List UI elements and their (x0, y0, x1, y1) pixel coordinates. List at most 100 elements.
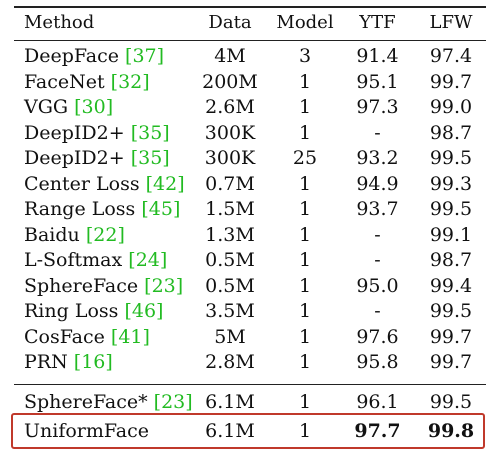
ytf-cell: 97.7 (354, 419, 401, 442)
model-cell: 3 (298, 45, 312, 67)
method-cell: DeepID2+ [35] (24, 146, 170, 171)
model-cell: 1 (298, 300, 312, 322)
citation-link[interactable]: [23] (153, 391, 193, 413)
citation-link[interactable]: [23] (144, 274, 184, 297)
data-cell: 5M (214, 325, 246, 348)
top-rule (14, 6, 486, 8)
citation-number[interactable]: 46 (131, 300, 157, 322)
citation-number[interactable]: 23 (161, 391, 186, 413)
header-ytf: YTF (359, 12, 396, 33)
citation-link[interactable]: [30] (74, 96, 114, 118)
data-cell: 0.5M (205, 249, 255, 271)
method-name: SphereFace (24, 274, 139, 297)
citation-link[interactable]: [42] (145, 172, 185, 195)
method-name: L-Softmax (24, 249, 123, 271)
citation-number[interactable]: 30 (81, 96, 106, 118)
method-name: VGG (24, 96, 69, 118)
table-row: DeepID2+ [35] 300K 1 - 98.7 (0, 121, 500, 146)
uniformface-highlight-box (11, 413, 485, 449)
table-row: Range Loss [45] 1.5M 1 93.7 99.5 (0, 197, 500, 222)
citation-link[interactable]: [41] (110, 325, 150, 348)
table-row: CosFace [41] 5M 1 97.6 99.7 (0, 325, 500, 350)
header-model: Model (276, 12, 334, 33)
citation-number[interactable]: 35 (138, 147, 163, 169)
lfw-cell: 99.7 (429, 351, 473, 373)
data-cell: 4M (214, 45, 246, 67)
method-name: Baidu (24, 223, 80, 246)
citation-link[interactable]: [37] (125, 45, 165, 67)
model-cell: 1 (298, 223, 312, 246)
citation-number[interactable]: 35 (138, 121, 163, 144)
citation-number[interactable]: 37 (132, 45, 157, 67)
table-row: UniformFace 6.1M 1 97.7 99.8 (0, 419, 500, 444)
lfw-cell: 99.5 (429, 300, 473, 322)
data-cell: 2.8M (205, 351, 255, 373)
method-cell: UniformFace (24, 419, 149, 444)
model-cell: 1 (298, 351, 312, 373)
citation-number[interactable]: 23 (151, 274, 176, 297)
table-row: DeepID2+ [35] 300K 25 93.2 99.5 (0, 146, 500, 171)
ytf-cell: - (374, 249, 381, 271)
citation-number[interactable]: 16 (81, 351, 106, 373)
citation-link[interactable]: [16] (73, 351, 113, 373)
model-cell: 1 (298, 249, 312, 271)
citation-link[interactable]: [22] (85, 223, 125, 246)
method-name: Ring Loss (24, 300, 119, 322)
method-name: CosFace (24, 325, 105, 348)
citation-number[interactable]: 32 (118, 70, 143, 93)
method-cell: SphereFace [23] (24, 274, 183, 299)
lfw-cell: 99.8 (427, 419, 475, 442)
citation-number[interactable]: 24 (135, 249, 160, 271)
data-cell: 0.5M (205, 274, 255, 297)
lfw-cell: 98.7 (429, 121, 473, 144)
lfw-cell: 99.1 (429, 223, 473, 246)
ytf-cell: 96.1 (356, 391, 399, 413)
lfw-cell: 99.4 (429, 274, 473, 297)
data-cell: 300K (204, 121, 256, 144)
table-row: L-Softmax [24] 0.5M 1 - 98.7 (0, 248, 500, 273)
lfw-cell: 98.7 (429, 249, 473, 271)
header-method: Method (24, 12, 95, 33)
data-cell: 6.1M (205, 419, 255, 442)
ytf-cell: 93.2 (356, 147, 399, 169)
model-cell: 1 (298, 274, 312, 297)
model-cell: 1 (298, 121, 312, 144)
data-cell: 2.6M (205, 96, 255, 118)
method-name: DeepFace (24, 45, 119, 67)
citation-link[interactable]: [24] (128, 249, 168, 271)
data-cell: 1.3M (205, 223, 255, 246)
ytf-cell: 93.7 (356, 198, 399, 220)
method-name: Range Loss (24, 198, 136, 220)
lfw-cell: 99.5 (429, 147, 473, 169)
method-name: PRN (24, 351, 68, 373)
lfw-cell: 99.7 (429, 70, 473, 93)
table-row: DeepFace [37] 4M 3 91.4 97.4 (0, 44, 500, 69)
ytf-cell: - (374, 300, 381, 322)
citation-link[interactable]: [32] (110, 70, 150, 93)
table-row: Center Loss [42] 0.7M 1 94.9 99.3 (0, 172, 500, 197)
header-rule (14, 40, 486, 41)
data-cell: 0.7M (205, 172, 255, 195)
method-name: FaceNet (24, 70, 105, 93)
lfw-cell: 99.3 (429, 172, 473, 195)
model-cell: 1 (298, 419, 312, 442)
method-cell: Range Loss [45] (24, 197, 180, 222)
method-cell: L-Softmax [24] (24, 248, 167, 273)
data-cell: 200M (202, 70, 258, 93)
header-data: Data (208, 12, 252, 33)
method-name: SphereFace* (24, 391, 148, 413)
citation-number[interactable]: 41 (118, 325, 143, 348)
citation-link[interactable]: [46] (124, 300, 164, 322)
ytf-cell: 97.3 (356, 96, 399, 118)
citation-number[interactable]: 42 (153, 172, 178, 195)
citation-link[interactable]: [45] (141, 198, 181, 220)
method-cell: VGG [30] (24, 95, 113, 120)
model-cell: 1 (298, 325, 312, 348)
citation-number[interactable]: 45 (148, 198, 173, 220)
model-cell: 1 (298, 198, 312, 220)
table-row: PRN [16] 2.8M 1 95.8 99.7 (0, 350, 500, 375)
model-cell: 1 (298, 172, 312, 195)
citation-link[interactable]: [35] (130, 121, 170, 144)
citation-link[interactable]: [35] (130, 147, 170, 169)
citation-number[interactable]: 22 (93, 223, 118, 246)
